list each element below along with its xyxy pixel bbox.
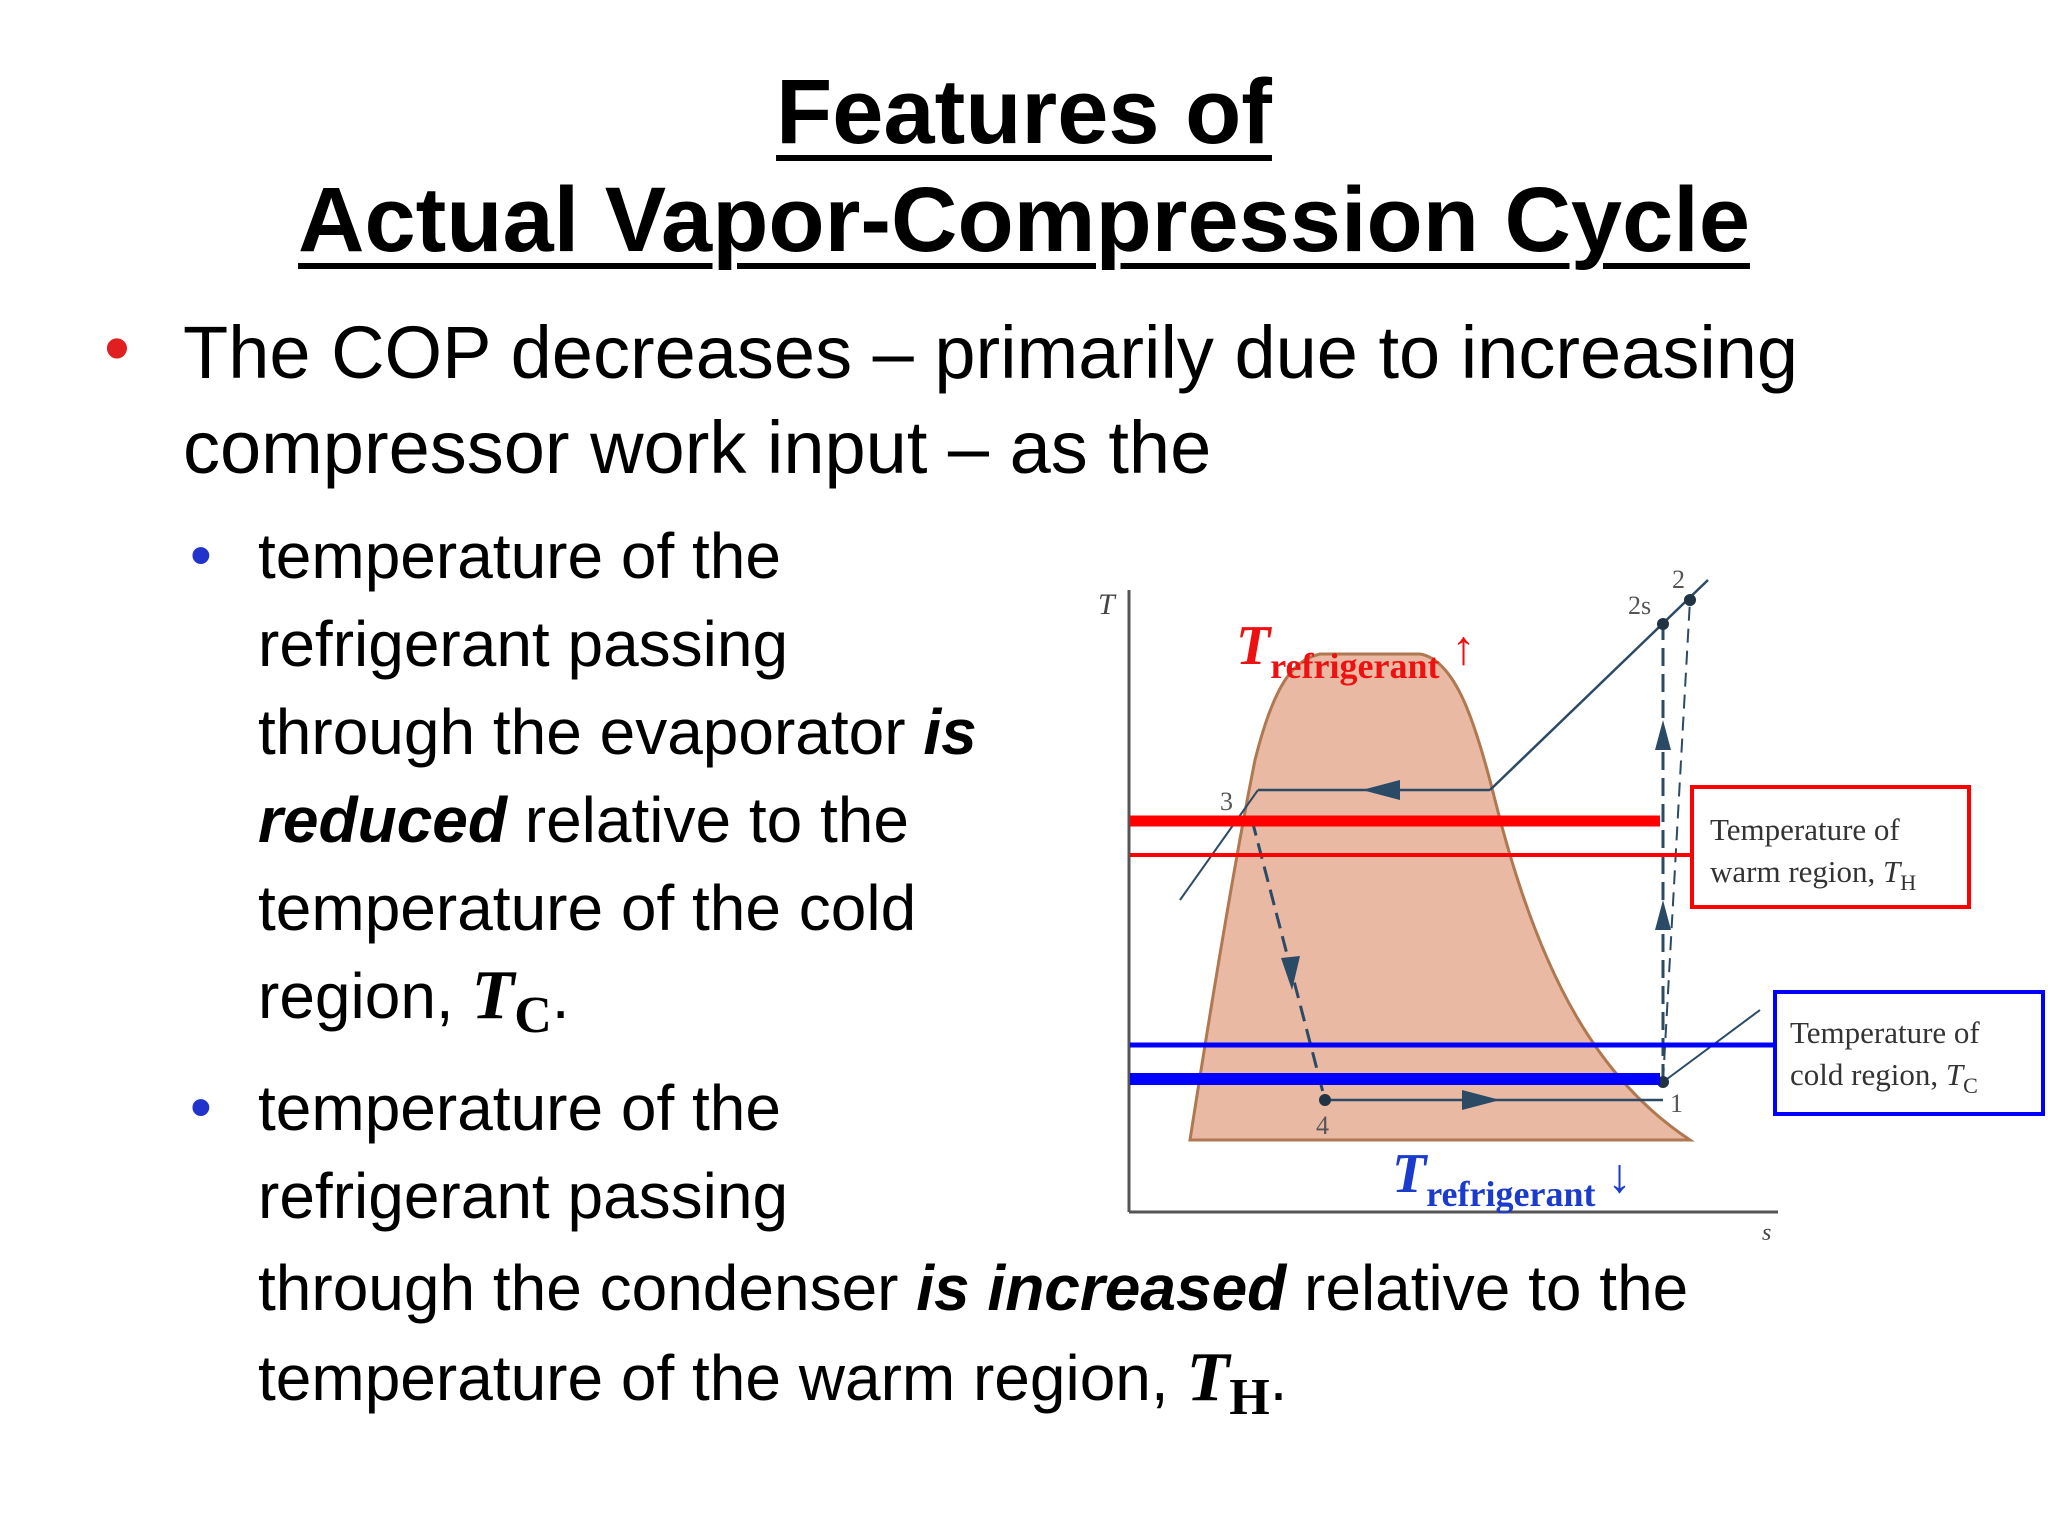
axis-x-label: s [1762,1220,1771,1246]
compression-arrow-lower [1655,900,1671,930]
warm-region-box [1690,785,1971,909]
text: relative to the [506,784,909,856]
warm-box-line-1: Temperature of [1710,812,1900,847]
text: warm region, [1710,854,1883,889]
emphasis: is increased [916,1252,1287,1324]
symbol-t: T [1236,615,1273,677]
cold-box-line-2: cold region, TC [1790,1057,1978,1098]
text: region, [258,960,472,1032]
upper-refrigerant-annotation: Trefrigerant ↑ [1236,615,1475,686]
text: through the condenser [258,1252,917,1324]
bullet-dot-sub-1: • [190,521,212,590]
subscript: refrigerant [1270,646,1439,686]
subscript: H [1229,1369,1270,1426]
warm-box-line-2: warm region, TH [1710,854,1916,895]
subscript: H [1900,870,1916,895]
arrow-up-icon: ↑ [1451,622,1475,675]
sub-bullet-1-line-3: through the evaporator is [258,688,977,776]
symbol-t: T [1392,1143,1429,1205]
emphasis: reduced [258,784,507,856]
subscript: refrigerant [1426,1174,1595,1214]
state-label-1: 1 [1670,1089,1683,1118]
compression-arrow-upper [1655,720,1671,750]
emphasis: is [923,696,977,768]
state-point-2s [1657,618,1669,630]
text: cold region, [1790,1057,1946,1092]
text: temperature of the warm region, [258,1342,1187,1414]
state-point-4 [1319,1094,1331,1106]
page-title-line-2: Actual Vapor-Compression Cycle [298,169,1750,271]
vapor-dome [1188,652,1695,1142]
bullet-dot-main: • [104,306,130,389]
page-title-line-1: Features of [776,61,1272,163]
sub-bullet-1-line-4: reduced relative to the [258,776,909,864]
subscript: C [1963,1073,1978,1098]
sub-bullet-2-line-4: temperature of the warm region, TH. [258,1334,1287,1442]
symbol-t: T [1186,1339,1230,1416]
symbol-t: T [471,957,515,1034]
throttling-arrow [1281,956,1300,990]
actual-compression-line [1662,599,1691,1083]
bullet-dot-sub-2: • [190,1073,212,1142]
subcooling-line [1179,789,1259,901]
main-bullet-line-1: The COP decreases – primarily due to inc… [183,311,1799,394]
sub-bullet-2-line-2: refrigerant passing [258,1160,789,1232]
state-label-2: 2 [1672,565,1685,594]
desuperheat-line [1489,579,1709,791]
sub-bullet-1-line-1: temperature of the [258,520,781,592]
text: relative to the [1286,1252,1689,1324]
text: through the evaporator [258,696,924,768]
cold-box-line-1: Temperature of [1790,1015,1980,1050]
evaporation-arrow [1462,1090,1500,1110]
cold-region-box [1773,990,2045,1116]
period: . [551,960,570,1032]
symbol-t: T [1946,1057,1966,1092]
symbol-t: T [1883,854,1903,889]
state-label-4: 4 [1316,1111,1329,1140]
sub-bullet-1-line-6: region, TC. [258,952,570,1060]
sub-bullet-1-line-2: refrigerant passing [258,608,789,680]
arrow-down-icon: ↓ [1607,1150,1631,1203]
sub-bullet-2-line-1: temperature of the [258,1072,781,1144]
sub-bullet-1-line-5: temperature of the cold [258,872,917,944]
axis-y-label: T [1098,588,1117,621]
main-bullet-line-2: compressor work input – as the [183,406,1212,489]
state-label-3: 3 [1220,787,1233,816]
sub-bullet-2-line-3: through the condenser is increased relat… [258,1244,1688,1332]
state-label-2s: 2s [1628,591,1651,620]
lower-refrigerant-annotation: Trefrigerant ↓ [1392,1143,1631,1214]
state-point-2 [1684,594,1696,606]
condensation-arrow [1362,780,1400,800]
subscript: C [514,987,552,1044]
period: . [1269,1342,1288,1414]
